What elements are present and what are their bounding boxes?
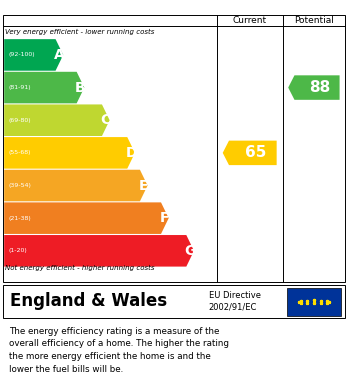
- Polygon shape: [288, 75, 340, 100]
- Text: (81-91): (81-91): [8, 85, 31, 90]
- Text: (69-80): (69-80): [8, 118, 31, 123]
- Text: EU Directive
2002/91/EC: EU Directive 2002/91/EC: [209, 291, 261, 312]
- Text: Potential: Potential: [294, 16, 334, 25]
- Text: (92-100): (92-100): [8, 52, 35, 57]
- Text: Very energy efficient - lower running costs: Very energy efficient - lower running co…: [5, 29, 155, 35]
- Text: (21-38): (21-38): [8, 216, 31, 221]
- Polygon shape: [4, 137, 135, 169]
- Text: G: G: [184, 244, 196, 258]
- Text: England & Wales: England & Wales: [10, 292, 168, 310]
- Polygon shape: [223, 141, 277, 165]
- Polygon shape: [4, 39, 63, 71]
- Bar: [287, 288, 341, 316]
- Polygon shape: [4, 170, 148, 201]
- Text: Not energy efficient - higher running costs: Not energy efficient - higher running co…: [5, 264, 155, 271]
- Text: 88: 88: [309, 80, 331, 95]
- Text: Energy Efficiency Rating: Energy Efficiency Rating: [9, 0, 219, 3]
- Text: (39-54): (39-54): [8, 183, 31, 188]
- Text: (1-20): (1-20): [8, 248, 27, 253]
- Polygon shape: [4, 203, 169, 234]
- Polygon shape: [4, 104, 110, 136]
- Text: (55-68): (55-68): [8, 151, 31, 155]
- Text: C: C: [101, 113, 111, 127]
- Text: E: E: [139, 179, 149, 192]
- Text: D: D: [125, 146, 137, 160]
- Text: The energy efficiency rating is a measure of the
overall efficiency of a home. T: The energy efficiency rating is a measur…: [9, 326, 229, 374]
- Text: F: F: [160, 211, 169, 225]
- Polygon shape: [4, 235, 194, 267]
- Text: A: A: [54, 48, 65, 62]
- Text: B: B: [75, 81, 86, 95]
- Text: Current: Current: [232, 16, 267, 25]
- Polygon shape: [4, 72, 84, 103]
- Text: 65: 65: [245, 145, 267, 160]
